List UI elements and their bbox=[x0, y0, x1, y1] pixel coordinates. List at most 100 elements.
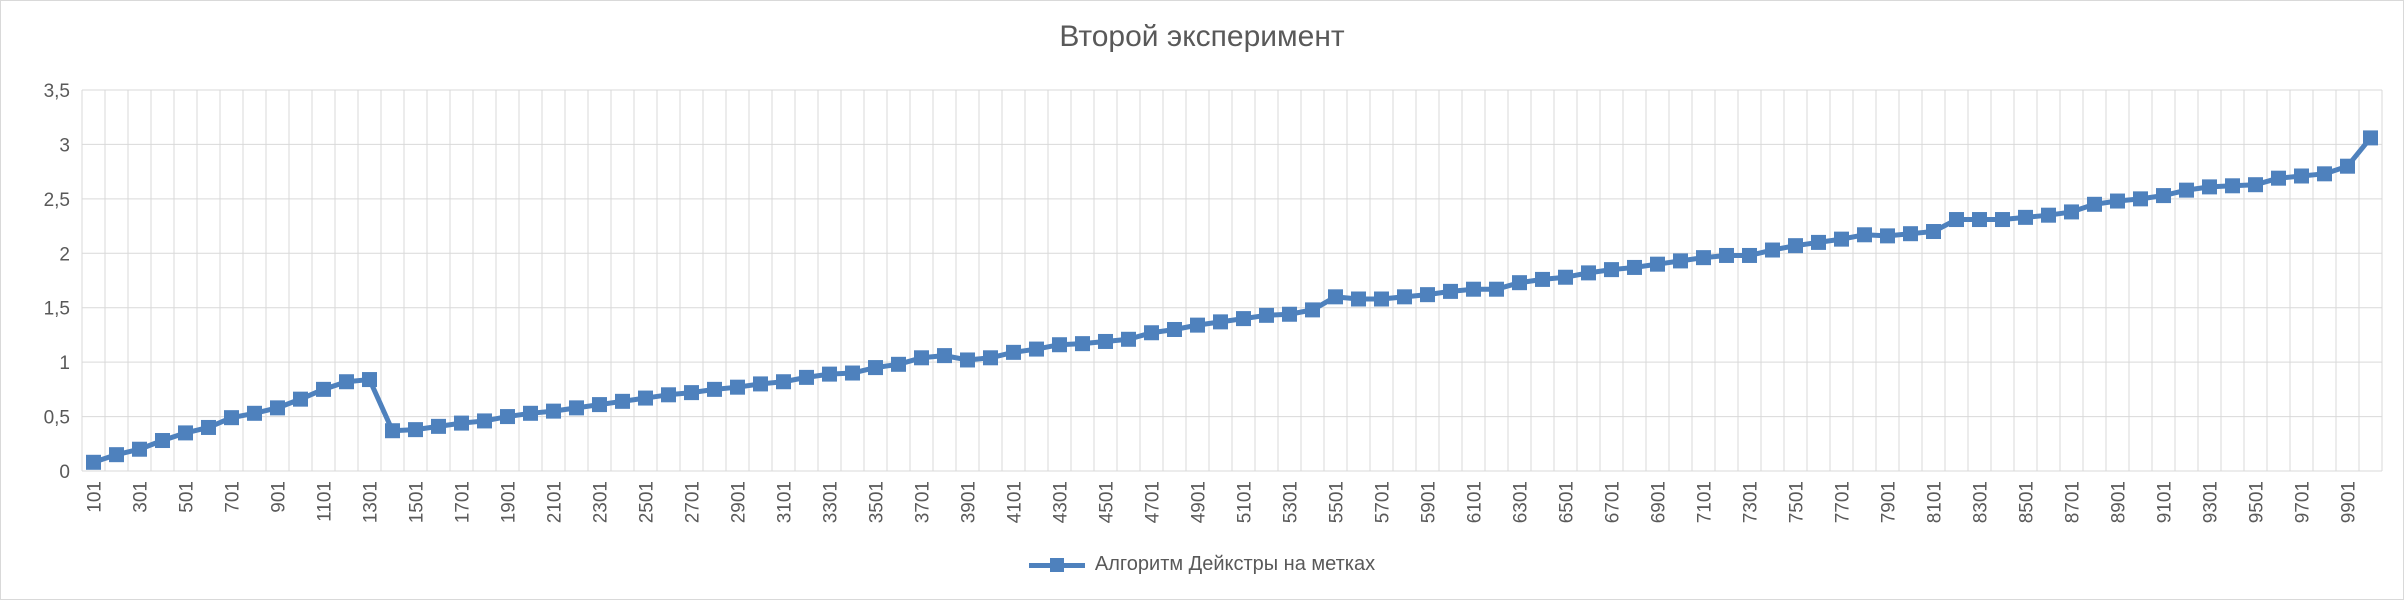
x-tick-label: 301 bbox=[131, 481, 152, 513]
data-point-marker bbox=[1788, 238, 1803, 254]
data-point-marker bbox=[1466, 281, 1481, 297]
data-point-marker bbox=[477, 413, 492, 429]
data-point-marker bbox=[1006, 344, 1021, 360]
x-tick-label: 2701 bbox=[683, 481, 704, 523]
data-point-marker bbox=[1857, 227, 1872, 243]
x-tick-label: 1301 bbox=[361, 481, 382, 523]
x-tick-label: 5301 bbox=[1281, 481, 1302, 523]
data-point-marker bbox=[270, 400, 285, 416]
data-point-marker bbox=[2340, 158, 2355, 174]
data-point-marker bbox=[983, 350, 998, 366]
data-point-marker bbox=[1374, 291, 1389, 307]
data-point-marker bbox=[2225, 178, 2240, 194]
data-point-marker bbox=[914, 350, 929, 366]
data-point-marker bbox=[1121, 331, 1136, 347]
data-point-marker bbox=[1558, 269, 1573, 285]
data-point-marker bbox=[1190, 317, 1205, 333]
x-tick-label: 6301 bbox=[1511, 481, 1532, 523]
data-point-marker bbox=[1213, 314, 1228, 330]
data-point-marker bbox=[1052, 337, 1067, 353]
y-tick-label: 3,5 bbox=[44, 81, 70, 102]
data-point-marker bbox=[1742, 247, 1757, 263]
data-point-marker bbox=[822, 366, 837, 382]
data-point-marker bbox=[2271, 170, 2286, 186]
x-tick-label: 7301 bbox=[1741, 481, 1762, 523]
data-point-marker bbox=[891, 356, 906, 372]
data-point-marker bbox=[1811, 234, 1826, 250]
x-tick-label: 8501 bbox=[2017, 481, 2038, 523]
data-point-marker bbox=[224, 410, 239, 426]
data-point-marker bbox=[408, 422, 423, 438]
x-tick-label: 5101 bbox=[1235, 481, 1256, 523]
data-point-marker bbox=[799, 369, 814, 385]
x-tick-label: 901 bbox=[269, 481, 290, 513]
data-point-marker bbox=[201, 419, 216, 435]
x-tick-label: 101 bbox=[85, 481, 106, 513]
x-tick-label: 5901 bbox=[1419, 481, 1440, 523]
data-point-marker bbox=[615, 393, 630, 409]
data-point-marker bbox=[1719, 247, 1734, 263]
data-point-marker bbox=[1420, 287, 1435, 303]
x-tick-label: 8901 bbox=[2109, 481, 2130, 523]
data-point-marker bbox=[178, 425, 193, 441]
data-point-marker bbox=[385, 423, 400, 439]
data-point-marker bbox=[1834, 231, 1849, 247]
data-point-marker bbox=[2018, 209, 2033, 225]
data-point-marker bbox=[1098, 333, 1113, 349]
x-tick-label: 7701 bbox=[1833, 481, 1854, 523]
legend-series-label: Алгоритм Дейкстры на метках bbox=[1094, 553, 1376, 575]
data-point-marker bbox=[362, 372, 377, 388]
data-point-marker bbox=[2179, 182, 2194, 198]
y-axis-labels: 0 0,5 1 1,5 2 2,5 3 3,5 bbox=[44, 81, 70, 483]
data-point-marker bbox=[2294, 168, 2309, 184]
x-tick-label: 4301 bbox=[1051, 481, 1072, 523]
data-point-marker bbox=[1029, 341, 1044, 357]
y-tick-label: 2,5 bbox=[44, 190, 70, 211]
x-tick-label: 9101 bbox=[2155, 481, 2176, 523]
x-tick-label: 2901 bbox=[729, 481, 750, 523]
data-point-marker bbox=[2363, 130, 2378, 146]
x-tick-label: 5701 bbox=[1373, 481, 1394, 523]
data-point-marker bbox=[776, 374, 791, 390]
x-tick-label: 2301 bbox=[591, 481, 612, 523]
legend-series-marker bbox=[1028, 555, 1085, 575]
x-tick-label: 8301 bbox=[1971, 481, 1992, 523]
x-tick-label: 1501 bbox=[407, 481, 428, 523]
data-point-marker bbox=[1627, 259, 1642, 275]
data-point-marker bbox=[1926, 224, 1941, 240]
gridlines bbox=[81, 89, 2383, 472]
x-tick-label: 6901 bbox=[1649, 481, 1670, 523]
data-point-marker bbox=[155, 433, 170, 449]
x-tick-label: 2101 bbox=[545, 481, 566, 523]
x-tick-label: 2501 bbox=[637, 481, 658, 523]
x-tick-label: 6101 bbox=[1465, 481, 1486, 523]
x-tick-label: 6501 bbox=[1557, 481, 1578, 523]
data-point-marker bbox=[569, 400, 584, 416]
data-point-marker bbox=[1167, 321, 1182, 337]
data-point-marker bbox=[684, 385, 699, 401]
data-point-marker bbox=[1949, 212, 1964, 228]
chart-title: Второй эксперимент bbox=[1059, 20, 1345, 53]
data-point-marker bbox=[1535, 271, 1550, 287]
data-point-marker bbox=[339, 374, 354, 390]
x-tick-label: 6701 bbox=[1603, 481, 1624, 523]
data-point-marker bbox=[431, 418, 446, 434]
data-point-marker bbox=[1765, 242, 1780, 258]
data-point-marker bbox=[2317, 166, 2332, 182]
x-tick-label: 7501 bbox=[1787, 481, 1808, 523]
data-point-marker bbox=[546, 403, 561, 419]
x-tick-label: 3301 bbox=[821, 481, 842, 523]
x-tick-label: 9701 bbox=[2293, 481, 2314, 523]
data-point-marker bbox=[2087, 196, 2102, 212]
x-tick-label: 7101 bbox=[1695, 481, 1716, 523]
data-point-marker bbox=[1351, 291, 1366, 307]
data-point-marker bbox=[2041, 207, 2056, 223]
data-point-marker bbox=[1075, 336, 1090, 352]
y-tick-label: 0 bbox=[59, 462, 70, 483]
data-point-marker bbox=[2064, 204, 2079, 220]
data-point-marker bbox=[1282, 306, 1297, 322]
data-point-marker bbox=[1512, 275, 1527, 291]
data-point-marker bbox=[1581, 265, 1596, 281]
x-tick-label: 3501 bbox=[867, 481, 888, 523]
data-point-marker bbox=[730, 379, 745, 395]
